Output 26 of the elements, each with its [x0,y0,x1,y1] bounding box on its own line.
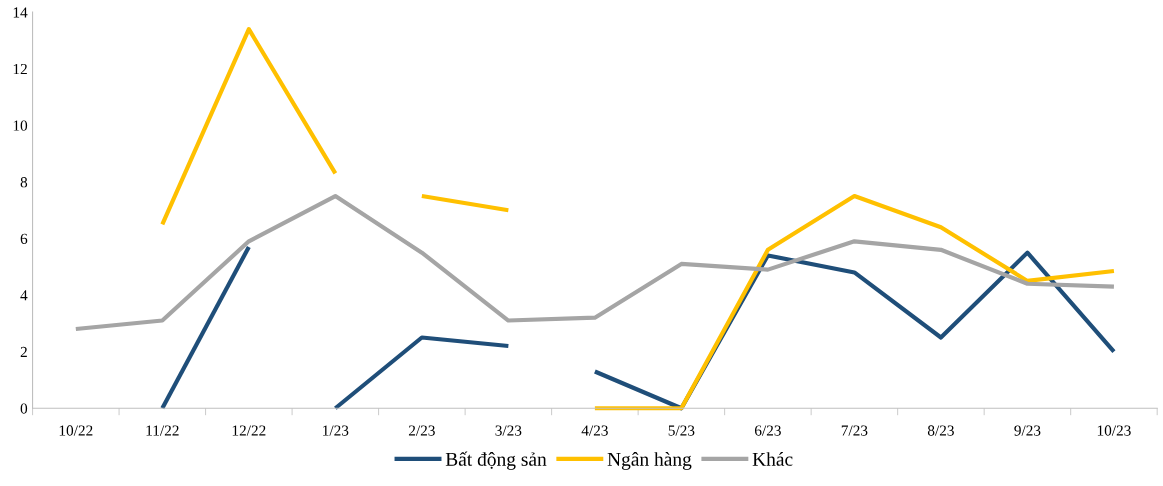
x-tick-label: 8/23 [927,425,954,436]
x-tick-label: 2/23 [408,425,435,436]
x-tick-label: 5/23 [668,425,695,436]
x-tick-label: 1/23 [323,425,349,436]
y-tick-label: 4 [20,290,28,301]
y-tick-label: 0 [20,403,28,414]
y-tick-label: 2 [20,346,27,357]
x-tick-label: 9/23 [1014,425,1041,436]
legend-label: Ngân hàng [607,452,692,470]
legend-label: Khác [752,452,793,466]
x-tick-label: 6/23 [754,425,781,436]
x-tick-label: 10/23 [1097,425,1131,436]
x-tick-label: 12/22 [232,425,266,436]
line-series [73,193,1117,332]
x-tick-label: 10/22 [59,425,93,436]
x-tick-label: 11/22 [146,425,179,436]
y-tick-label: 14 [13,7,28,18]
legend-label: Bất động sản [445,451,547,470]
x-tick-label: 4/23 [581,425,608,436]
y-tick-label: 10 [13,120,28,131]
x-tick-label: 7/23 [841,425,868,436]
y-tick-label: 8 [20,177,28,188]
line-series [592,193,1117,411]
x-tick-label: 3/23 [495,425,522,436]
y-tick-label: 6 [20,233,28,244]
y-tick-label: 12 [13,63,27,75]
